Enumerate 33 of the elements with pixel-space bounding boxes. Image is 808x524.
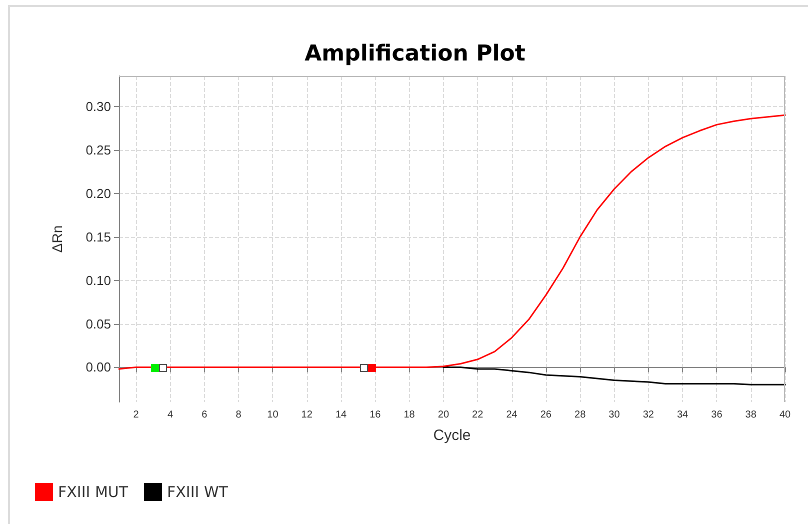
- x-tick-label: 18: [404, 410, 416, 420]
- x-axis-title: Cycle: [433, 427, 471, 444]
- y-tick-label: 0.25: [86, 142, 111, 158]
- x-tick-label: 6: [202, 410, 208, 420]
- x-tick-label: 14: [335, 410, 347, 420]
- y-tick-label: 0.10: [86, 272, 111, 288]
- x-tick-label: 12: [301, 410, 313, 420]
- x-tick-label: 8: [236, 410, 242, 420]
- x-tick-label: 28: [574, 410, 586, 420]
- x-tick-label: 38: [745, 410, 757, 420]
- x-tick-label: 4: [167, 410, 174, 420]
- x-tick-label: 20: [438, 410, 450, 420]
- line-series: [442, 366, 786, 386]
- x-tick-label: 32: [642, 410, 654, 420]
- x-tick-label: 36: [711, 410, 723, 420]
- y-tick-label: 0.15: [86, 229, 111, 244]
- x-tick-label: 26: [540, 410, 552, 420]
- x-tick-label: 30: [608, 410, 620, 420]
- x-tick-label: 22: [472, 410, 484, 420]
- x-tick-label: 10: [267, 410, 279, 420]
- chart-title: Amplification Plot: [304, 42, 526, 66]
- y-axis-title: ΔRn: [49, 225, 65, 253]
- x-tick-label: 40: [779, 410, 791, 420]
- x-tick-label: 2: [133, 410, 140, 420]
- x-tick-label: 34: [676, 410, 689, 420]
- x-tick-label: 24: [506, 410, 518, 420]
- y-tick-label: 0.20: [86, 186, 111, 201]
- legend-label: FXIII MUT: [58, 483, 129, 501]
- y-tick-label: 0.00: [86, 360, 111, 375]
- x-tick-label: 16: [370, 410, 382, 420]
- y-tick-label: 0.30: [86, 98, 111, 114]
- y-tick-label: 0.05: [86, 316, 111, 332]
- legend-label: FXIII WT: [167, 483, 229, 501]
